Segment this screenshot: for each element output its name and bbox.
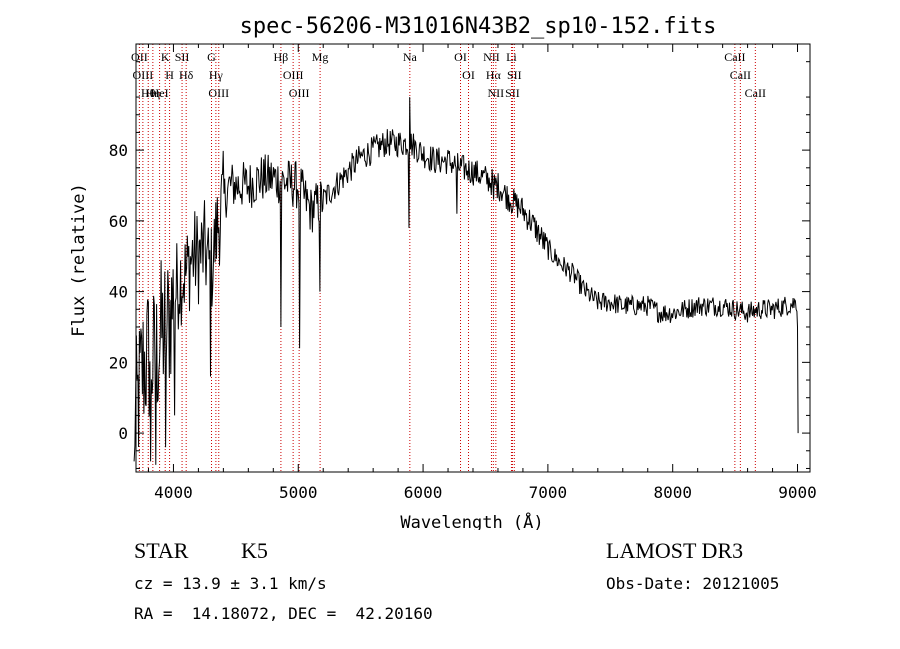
line-marker-label: CaII [745,86,766,100]
x-axis: 4000 5000 6000 7000 8000 9000 [147,44,817,502]
line-marker-label: Na [403,50,418,64]
x-tick-label: 5000 [279,483,318,502]
line-marker-label: HeI [151,86,169,100]
line-marker-label: Li [506,50,517,64]
line-marker-label: OI [454,50,467,64]
line-marker-label: OII [131,50,148,64]
line-marker-label: Hδ [179,68,194,82]
y-tick-label: 40 [109,283,128,302]
line-marker-label: NII [488,86,505,100]
x-tick-label: 6000 [404,483,443,502]
y-tick-label: 20 [109,353,128,372]
line-marker-label: CaII [724,50,745,64]
x-axis-label: Wavelength (Å) [400,511,543,530]
chart-title: spec-56206-M31016N43B2_sp10-152.fits [240,14,717,39]
plot-frame [135,43,811,473]
y-axis: 0 20 40 60 80 [109,43,810,469]
line-marker-label: Hθ [141,86,156,100]
line-marker-label: Hα [486,68,502,82]
y-tick-label: 60 [109,212,128,231]
x-tick-label: 4000 [154,483,193,502]
line-marker-label: Hγ [209,68,224,82]
survey-name: LAMOST DR3 [606,538,744,563]
line-marker-label: OIII [289,86,310,100]
spectrum-line [133,97,799,465]
line-marker-label: SII [507,68,522,82]
line-marker-label: H [165,68,174,82]
line-marker-label: K [161,50,170,64]
x-tick-label: 8000 [653,483,692,502]
line-marker-label: Hβ [274,50,289,64]
line-marker-label: NII [483,50,500,64]
y-tick-label: 80 [109,141,128,160]
x-tick-label: 9000 [778,483,817,502]
line-marker-label: OIII [283,68,304,82]
observation-date: Obs-Date: 20121005 [606,574,780,593]
object-subclass: K5 [241,538,268,563]
line-marker-label: G [207,50,216,64]
line-marker-label: SII [175,50,190,64]
coordinates-text: RA = 14.18072, DEC = 42.20160 [134,604,433,623]
line-marker-label: SII [505,86,520,100]
emission-line-markers: OIIOIIIHθHηHeIKHSIIHδGHγOIIIHβOIIIOIIIMg… [131,44,766,472]
object-class: STAR [134,538,189,563]
line-marker-label: Mg [312,50,329,64]
line-marker-label: CaII [730,68,751,82]
line-marker-label: Hη [145,86,160,100]
x-tick-label: 7000 [529,483,568,502]
line-marker-label: OI [462,68,475,82]
redshift-text: cz = 13.9 ± 3.1 km/s [134,574,327,593]
y-axis-label: Flux (relative) [69,183,89,337]
spectrum-chart: spec-56206-M31016N43B2_sp10-152.fits OII… [69,14,817,530]
line-marker-label: OIII [208,86,229,100]
y-tick-label: 0 [118,424,128,443]
